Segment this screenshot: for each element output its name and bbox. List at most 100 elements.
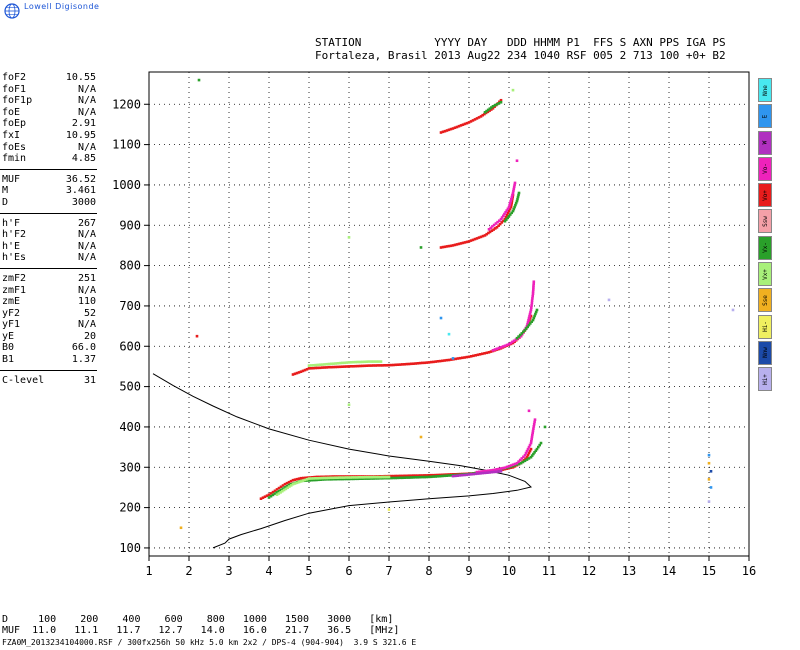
echo-point: [501, 345, 505, 348]
param-separator: [0, 168, 97, 170]
echo-point: [510, 211, 513, 215]
legend-item: Vo-: [758, 156, 772, 181]
echo-point: [511, 193, 514, 197]
echo-point: [521, 460, 525, 464]
echo-point: [481, 234, 485, 238]
echo-point: [401, 363, 404, 366]
echo-point: [418, 361, 422, 365]
echo-point: [421, 475, 424, 479]
param-row: zmE 110: [0, 296, 100, 308]
echo-point: [508, 203, 511, 207]
echo-point: [425, 474, 429, 477]
echo-point: [526, 325, 529, 329]
y-tick-label: 100: [119, 541, 141, 555]
echo-point: [465, 240, 469, 244]
echo-point: [347, 365, 351, 368]
param-row: B0 66.0: [0, 342, 100, 354]
echo-point: [379, 475, 382, 479]
echo-dot: [707, 453, 711, 457]
echo-point: [387, 363, 391, 367]
echo-point: [308, 479, 311, 482]
echo-point: [503, 212, 506, 216]
echo-point: [483, 111, 487, 114]
echo-point: [394, 363, 397, 367]
echo-point: [425, 361, 429, 364]
echo-point: [523, 459, 527, 463]
echo-point: [409, 476, 413, 479]
echo-point: [279, 485, 283, 489]
param-row: foF1 N/A: [0, 84, 100, 96]
echo-point: [514, 203, 517, 207]
echo-point: [315, 475, 319, 479]
echo-point: [502, 219, 505, 223]
echo-point: [495, 347, 499, 351]
echo-point: [515, 463, 519, 466]
echo-point: [454, 474, 457, 478]
echo-point: [447, 358, 451, 362]
echo-point: [531, 318, 535, 322]
param-row: h'F 267: [0, 218, 100, 230]
x-tick-label: 12: [582, 564, 596, 578]
echo-point: [379, 360, 383, 363]
echo-point: [299, 480, 303, 483]
echo-point: [310, 478, 314, 482]
echo-point: [354, 364, 357, 368]
param-row: B1 1.37: [0, 354, 100, 366]
echo-point: [488, 230, 492, 234]
echo-point: [363, 360, 366, 364]
param-row: fmin 4.85: [0, 153, 100, 165]
echo-point: [469, 239, 473, 242]
echo-point: [344, 476, 348, 479]
y-tick-label: 400: [119, 420, 141, 434]
echo-point: [509, 199, 512, 203]
echo-point: [532, 286, 535, 290]
echo-point: [401, 474, 404, 478]
param-row: foEs N/A: [0, 142, 100, 154]
echo-point: [507, 214, 511, 218]
echo-point: [528, 312, 532, 316]
echo-point: [461, 241, 465, 245]
echo-point: [363, 364, 366, 368]
param-name: fxI: [2, 129, 21, 141]
echo-point: [474, 354, 477, 357]
echo-point: [423, 475, 426, 479]
echo-point: [532, 422, 536, 426]
echo-point: [517, 193, 520, 197]
echo-point: [506, 216, 509, 220]
x-tick-label: 1: [145, 564, 152, 578]
echo-point: [392, 474, 395, 478]
echo-dot: [607, 298, 611, 302]
echo-point: [522, 330, 525, 333]
echo-point: [484, 469, 488, 473]
echo-point: [453, 243, 457, 247]
echo-point: [506, 211, 510, 215]
x-tick-label: 7: [385, 564, 392, 578]
echo-point: [434, 475, 437, 478]
echo-point: [491, 468, 495, 472]
echo-point: [512, 185, 516, 189]
echo-point: [405, 474, 409, 478]
echo-point: [432, 473, 435, 477]
echo-point: [403, 474, 406, 478]
echo-point: [471, 119, 475, 122]
x-tick-label: 13: [622, 564, 636, 578]
echo-dot: [709, 470, 713, 473]
echo-point: [299, 370, 303, 373]
echo-point: [368, 475, 372, 479]
echo-point: [491, 225, 494, 228]
echo-point: [333, 476, 337, 479]
echo-point: [467, 473, 471, 476]
param-value: 3000: [71, 196, 96, 208]
echo-point: [512, 187, 516, 191]
echo-point: [477, 236, 481, 239]
echo-point: [301, 479, 305, 482]
echo-point: [533, 451, 536, 454]
echo-point: [467, 355, 471, 359]
echo-point: [497, 467, 501, 471]
echo-dot: [515, 159, 519, 163]
echo-point: [532, 284, 535, 288]
echo-point: [531, 294, 534, 298]
echo-dot: [709, 486, 713, 489]
echo-point: [427, 475, 431, 479]
echo-point: [302, 476, 305, 480]
